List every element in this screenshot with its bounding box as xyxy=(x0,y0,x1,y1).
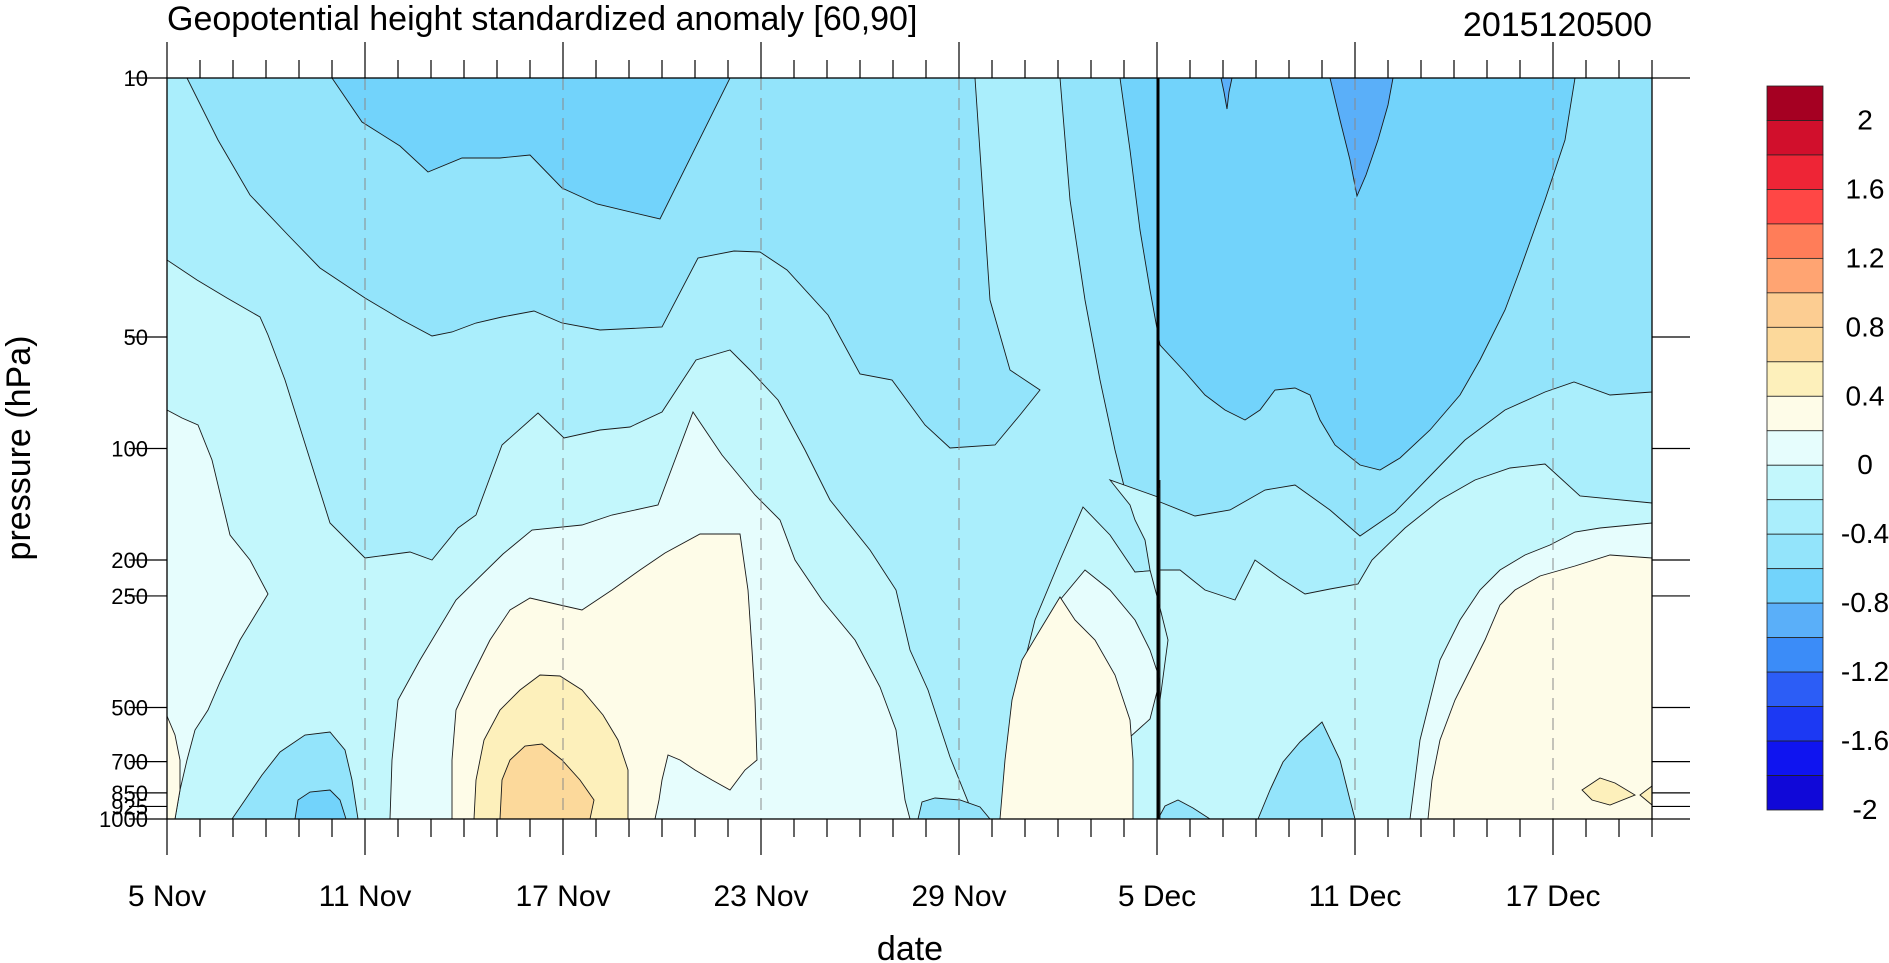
colorbar-swatch xyxy=(1766,85,1824,121)
x-tick-label: 29 Nov xyxy=(911,880,1006,913)
y-tick-label: 850 xyxy=(111,781,148,806)
contour-band-small-notch xyxy=(1220,78,1233,110)
x-tick-label: 17 Dec xyxy=(1505,880,1600,913)
colorbar-swatch xyxy=(1766,706,1824,742)
colorbar-label: 2 xyxy=(1857,104,1873,135)
colorbar-swatch xyxy=(1766,568,1824,604)
colorbar-swatch xyxy=(1766,671,1824,707)
colorbar-swatch xyxy=(1766,499,1824,535)
y-tick-label: 925 xyxy=(111,794,148,819)
y-tick-label: 200 xyxy=(111,548,148,573)
x-axis-title: date xyxy=(877,930,943,963)
colorbar-label: -0.8 xyxy=(1841,587,1889,618)
x-tick-label: 11 Dec xyxy=(1309,880,1402,913)
contour-band-pos02-smallB xyxy=(1639,785,1652,806)
colorbar-swatch xyxy=(1766,602,1824,639)
colorbar-label: 1.2 xyxy=(1846,242,1885,273)
y-axis-title: pressure (hPa) xyxy=(0,336,38,561)
chart-date-stamp: 2015120500 xyxy=(1463,6,1652,44)
contour-band-pos0-small xyxy=(999,596,1134,819)
contour-band-neg12-lowerleft xyxy=(294,789,347,819)
colorbar-swatch xyxy=(1766,775,1824,811)
contour-band-neg12-right xyxy=(1119,78,1576,471)
y-tick-label: 100 xyxy=(111,437,148,462)
contour-band-pos0-leftedge xyxy=(167,715,181,819)
colorbar-swatch xyxy=(1766,120,1824,156)
contour-band-below-neg12 xyxy=(1329,78,1394,198)
colorbar-label: -1.6 xyxy=(1841,725,1889,756)
y-tick-label: 500 xyxy=(111,695,148,720)
colorbar-label: -0.4 xyxy=(1841,518,1889,549)
colorbar-label: -1.2 xyxy=(1841,656,1889,687)
colorbar-swatch xyxy=(1766,464,1824,501)
contour-band-neg12-upper xyxy=(331,78,731,220)
colorbar-swatch xyxy=(1766,740,1824,776)
colorbar-label: 0.4 xyxy=(1846,380,1885,411)
contour-fill-layer xyxy=(167,78,1652,819)
contour-band-neg08-mid xyxy=(917,797,991,819)
contour-band-neg08-lowerright xyxy=(1257,721,1356,819)
x-tick-label: 11 Nov xyxy=(319,880,412,913)
y-tick-label: 1000 xyxy=(99,807,148,832)
colorbar-swatch xyxy=(1766,189,1824,225)
colorbar-swatch xyxy=(1766,637,1824,673)
contour-band-pos0-right xyxy=(1427,554,1652,819)
x-gridlines xyxy=(364,78,1554,819)
x-tick-label: 5 Nov xyxy=(128,880,206,913)
colorbar-label: 0.8 xyxy=(1846,311,1885,342)
y-tick-label: 10 xyxy=(124,66,148,91)
contour-band-pos02-smallA xyxy=(1581,777,1637,806)
y-tick-label: 250 xyxy=(111,584,148,609)
x-tick-label: 23 Nov xyxy=(713,880,808,913)
colorbar-label: 1.6 xyxy=(1846,173,1885,204)
colorbar-swatch xyxy=(1766,395,1824,432)
colorbar-swatch xyxy=(1766,361,1824,397)
colorbar-swatch xyxy=(1766,430,1824,466)
y-tick-label: 50 xyxy=(124,325,148,350)
colorbar-swatch xyxy=(1766,223,1824,259)
colorbar-swatch xyxy=(1766,257,1824,294)
y-tick-label: 700 xyxy=(111,750,148,775)
x-tick-label: 17 Nov xyxy=(515,880,610,913)
colorbar-swatch xyxy=(1766,533,1824,570)
chart-title: Geopotential height standardized anomaly… xyxy=(167,0,917,38)
x-tick-label: 5 Dec xyxy=(1118,880,1196,913)
contour-band-pos04 xyxy=(499,743,595,819)
colorbar-swatch xyxy=(1766,154,1824,190)
colorbar-label: 0 xyxy=(1857,449,1873,480)
colorbar-swatch xyxy=(1766,292,1824,328)
colorbar-label: -2 xyxy=(1853,794,1878,825)
contour-band-neg08-lowermid xyxy=(1157,799,1211,819)
colorbar: 2 1.6 1.2 0.8 0.4 0 -0.4 -0.8 -1.2 -1.6 -2 xyxy=(1766,85,1889,825)
x-axis: 5 Nov 11 Nov 17 Nov 23 Nov 29 Nov 5 Dec 11 Dec… xyxy=(128,42,1653,913)
colorbar-swatch xyxy=(1766,326,1824,363)
